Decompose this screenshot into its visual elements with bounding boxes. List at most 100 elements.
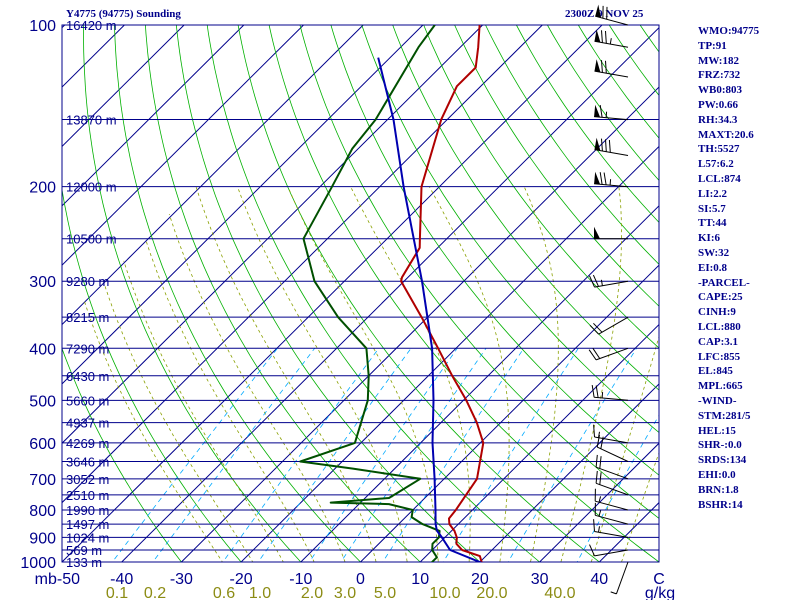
wind-barb — [588, 347, 629, 361]
temperature-tick-label: 0 — [356, 571, 365, 588]
temperature-tick-label: -40 — [110, 571, 133, 588]
pressure-tick-label: 300 — [29, 274, 56, 291]
stat-item: EI:0.8 — [698, 261, 728, 274]
height-label: 3646 m — [66, 455, 109, 470]
moist-adiabat-line — [123, 260, 284, 562]
wind-barb-feather — [593, 519, 595, 532]
temperature-tick-label: 30 — [531, 571, 549, 588]
stat-item: HEL:15 — [698, 424, 736, 437]
dry-adiabat-line — [454, 25, 659, 307]
dry-adiabat-line — [392, 25, 659, 391]
isotherm-line — [538, 442, 659, 562]
wind-barb — [594, 29, 629, 48]
stat-item: -WIND- — [698, 394, 737, 407]
height-label: 1024 m — [66, 530, 109, 545]
isotherm-line — [120, 26, 659, 562]
wind-barb-halffeather — [605, 111, 608, 118]
wind-barb-halffeather — [601, 392, 604, 399]
stat-item: MW:182 — [698, 54, 739, 67]
stat-item: TH:5527 — [698, 143, 740, 156]
wind-barb — [594, 502, 629, 525]
pressure-tick-label: 100 — [29, 18, 56, 35]
wind-barb-halffeather — [609, 179, 612, 186]
pressure-tick-label: 400 — [29, 341, 56, 358]
wind-barb-feather — [592, 348, 601, 359]
mixing-ratio-line — [152, 348, 316, 562]
mixing-ratio-line — [257, 348, 412, 562]
moist-adiabat-line — [237, 186, 408, 562]
stat-item: TP:91 — [698, 39, 727, 52]
stat-item: SW:32 — [698, 246, 730, 259]
parcel-trace — [377, 57, 483, 562]
pressure-tick-label: 500 — [29, 393, 56, 410]
stat-item: L57:6.2 — [698, 158, 734, 171]
height-label: 13870 m — [66, 113, 117, 128]
mixing-ratio-label: 3.0 — [334, 585, 356, 600]
wind-barb-feather — [608, 139, 611, 153]
mixing-ratio-line — [308, 348, 458, 562]
wind-barb-feather — [599, 472, 602, 485]
wind-barb-shaft — [598, 316, 629, 335]
dry-adiabat-line — [145, 25, 421, 562]
moist-adiabat-line — [560, 186, 623, 562]
wind-barb-shaft — [594, 549, 629, 557]
height-label: 2510 m — [66, 488, 109, 503]
temperature-tick-label: 40 — [590, 571, 608, 588]
stat-item: TT:44 — [698, 217, 727, 230]
stat-item: -PARCEL- — [698, 276, 750, 289]
isotherm-line — [62, 25, 543, 504]
wind-barb-feather — [605, 30, 607, 44]
wind-barb-shaft — [594, 396, 629, 401]
wind-barb-feather — [589, 544, 595, 557]
dry-adiabat-line — [62, 187, 242, 562]
isotherm-line — [62, 25, 364, 326]
valid-time: 2300Z 9 NOV 25 — [565, 8, 644, 20]
mixing-ratio-label: 1.0 — [249, 585, 271, 600]
wind-barbs — [588, 4, 629, 595]
wind-barb-feather — [595, 385, 599, 398]
height-label: 8215 m — [66, 310, 109, 325]
wind-barb — [594, 171, 629, 188]
wind-barb — [610, 561, 629, 595]
wind-barb-flag — [594, 171, 601, 185]
height-label: 569 m — [66, 543, 102, 558]
stat-item: BRN:1.8 — [698, 483, 739, 496]
wind-barb-feather — [595, 470, 598, 484]
wind-barb — [595, 4, 629, 26]
temperature-tick-label: 20 — [471, 571, 489, 588]
pressure-tick-label: 900 — [29, 530, 56, 547]
temperature-tick-label: mb-50 — [35, 571, 80, 588]
stat-item: FRZ:732 — [698, 69, 741, 82]
wind-barb-feather — [605, 60, 607, 74]
wind-barb — [594, 488, 629, 511]
wind-barb-flag — [594, 137, 601, 151]
dry-adiabat-line — [330, 25, 659, 476]
background-grid — [62, 25, 659, 562]
station-title: Y4775 (94775) Sounding — [66, 8, 181, 20]
isotherm-line — [62, 25, 185, 148]
temperature-tick-label: 10 — [411, 571, 429, 588]
wind-barb-flag — [594, 29, 601, 43]
stat-item: EHI:0.0 — [698, 468, 736, 481]
wind-barb-feather — [589, 324, 599, 335]
dry-adiabat-line — [237, 25, 600, 562]
wind-barb-shaft — [596, 446, 629, 462]
wind-barb-shaft — [615, 561, 629, 595]
wind-barb-flag — [594, 59, 601, 73]
isobars — [61, 24, 660, 563]
stat-item: WMO:94775 — [698, 25, 760, 37]
dry-adiabat-line — [83, 25, 302, 562]
mixing-ratio-line — [576, 414, 659, 562]
stat-item: LFC:855 — [698, 350, 741, 363]
wind-barb — [594, 59, 629, 78]
wind-barb-feather — [593, 424, 595, 438]
temperature-tick-label: -10 — [289, 571, 312, 588]
isotherm-line — [359, 264, 659, 562]
wind-barb — [595, 454, 629, 480]
wind-barb-shaft — [595, 347, 629, 361]
wind-barb-halffeather — [598, 496, 602, 503]
wind-barb-halffeather — [609, 38, 612, 45]
wind-barb-shaft — [594, 436, 629, 444]
wind-barb-feather — [599, 456, 602, 469]
